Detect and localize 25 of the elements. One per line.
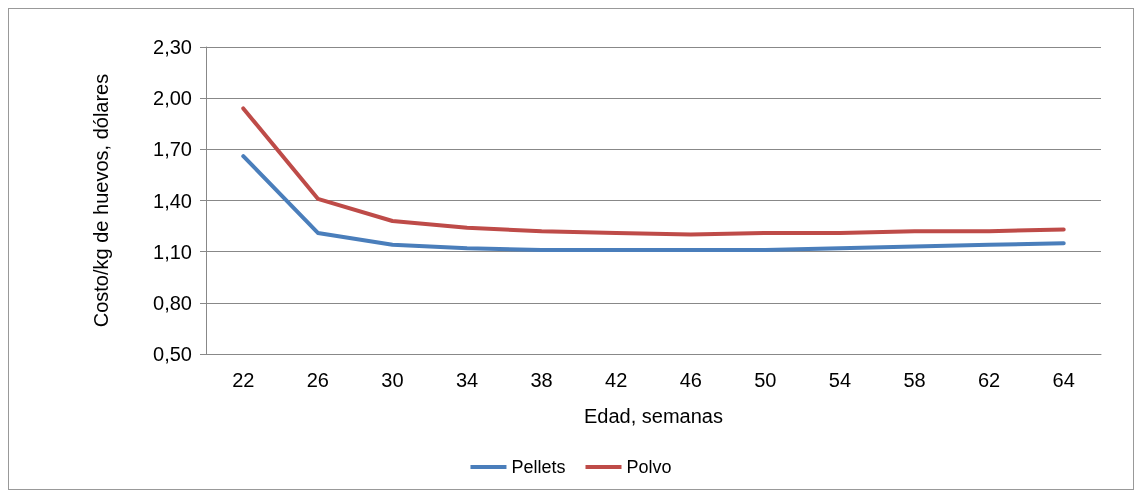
legend-label: Polvo: [626, 457, 672, 477]
y-tick-label: 0,50: [153, 343, 192, 365]
y-tick-label: 1,70: [153, 138, 192, 161]
x-axis-title: Edad, semanas: [584, 405, 723, 427]
y-tick-label: 2,00: [153, 87, 192, 110]
x-tick-label: 22: [232, 369, 255, 391]
y-axis-title: Costo/kg de huevos, dólares: [90, 73, 112, 328]
x-tick-label: 64: [1052, 369, 1075, 391]
x-tick-label: 46: [679, 369, 702, 391]
x-tick-label: 38: [530, 369, 553, 391]
x-tick-label: 34: [455, 369, 479, 391]
x-tick-label: 54: [828, 369, 852, 391]
line-series: [241, 154, 1066, 252]
y-tick-label: 2,30: [153, 36, 192, 58]
y-tick-label: 1,10: [153, 240, 192, 263]
y-tick-label: 1,40: [153, 189, 192, 212]
x-tick-label: 42: [605, 369, 628, 391]
x-tick-label: 50: [754, 369, 777, 391]
x-tick-label: 30: [381, 369, 404, 391]
y-tick-label: 0,80: [153, 291, 192, 314]
x-tick-label: 62: [978, 369, 1001, 391]
line-series: [241, 106, 1066, 237]
x-tick-label: 58: [903, 369, 926, 391]
x-tick-label: 26: [306, 369, 329, 391]
legend-label: Pellets: [511, 457, 566, 477]
